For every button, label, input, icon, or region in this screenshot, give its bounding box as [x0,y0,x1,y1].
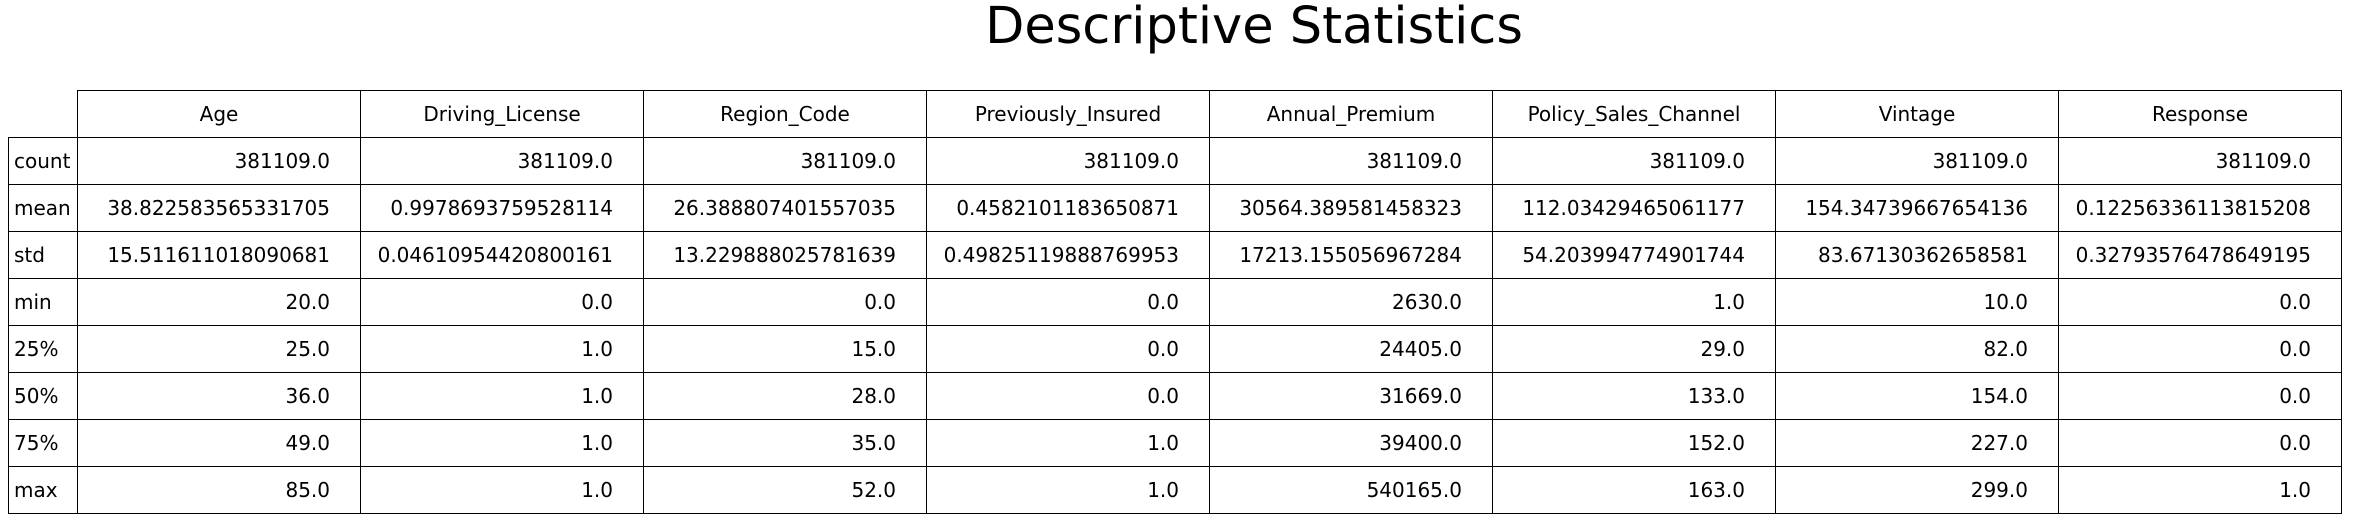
table-cell: 381109.0 [1209,137,1493,185]
table-cell: 381109.0 [1775,137,2059,185]
table-cell: 85.0 [77,466,361,514]
table-cell: 52.0 [643,466,927,514]
table-row: count 381109.0 381109.0 381109.0 381109.0 381… [8,137,2342,185]
table-cell: 38.822583565331705 [77,184,361,232]
table-corner-cell [8,90,78,138]
table-cell: 381109.0 [360,137,644,185]
table-cell: 540165.0 [1209,466,1493,514]
table-cell: 0.0 [360,278,644,326]
column-header: Previously_Insured [926,90,1210,138]
table-cell: 25.0 [77,325,361,373]
table-cell: 24405.0 [1209,325,1493,373]
row-label: count [8,137,78,185]
table-cell: 0.49825119888769953 [926,231,1210,279]
table-cell: 36.0 [77,372,361,420]
table-cell: 1.0 [926,419,1210,467]
table-cell: 1.0 [926,466,1210,514]
table-cell: 83.67130362658581 [1775,231,2059,279]
column-header: Age [77,90,361,138]
table-cell: 0.4582101183650871 [926,184,1210,232]
table-cell: 1.0 [360,325,644,373]
table-body: count 381109.0 381109.0 381109.0 381109.0 381… [8,137,2342,514]
table-cell: 0.0 [2058,372,2342,420]
table-cell: 54.203994774901744 [1492,231,1776,279]
table-cell: 381109.0 [77,137,361,185]
table-cell: 381109.0 [926,137,1210,185]
table-row: mean 38.822583565331705 0.9978693759528114… [8,184,2342,232]
table-cell: 13.229888025781639 [643,231,927,279]
table-cell: 10.0 [1775,278,2059,326]
table-cell: 1.0 [2058,466,2342,514]
table-row: std 15.511611018090681 0.04610954420800161… [8,231,2342,279]
row-label: 25% [8,325,78,373]
table-cell: 1.0 [360,419,644,467]
column-header: Policy_Sales_Channel [1492,90,1776,138]
table-cell: 0.0 [2058,278,2342,326]
table-cell: 2630.0 [1209,278,1493,326]
table-cell: 227.0 [1775,419,2059,467]
table-cell: 0.0 [926,278,1210,326]
table-cell: 1.0 [1492,278,1776,326]
column-header: Region_Code [643,90,927,138]
table-cell: 29.0 [1492,325,1776,373]
row-label: std [8,231,78,279]
table-row: 50% 36.0 1.0 28.0 0.0 31669.0 133.0 154.0 0.0 [8,372,2342,420]
statistics-table: Age Driving_License Region_Code Previously_… [8,90,2342,514]
table-row: 75% 49.0 1.0 35.0 1.0 39400.0 152.0 227.0 0.0 [8,419,2342,467]
table-cell: 17213.155056967284 [1209,231,1493,279]
table-cell: 154.0 [1775,372,2059,420]
table-row: 25% 25.0 1.0 15.0 0.0 24405.0 29.0 82.0 0.0 [8,325,2342,373]
table-cell: 82.0 [1775,325,2059,373]
table-cell: 15.511611018090681 [77,231,361,279]
row-label: 50% [8,372,78,420]
table-cell: 0.0 [643,278,927,326]
table-cell: 0.9978693759528114 [360,184,644,232]
row-label: mean [8,184,78,232]
table-cell: 39400.0 [1209,419,1493,467]
table-cell: 49.0 [77,419,361,467]
table-row: max 85.0 1.0 52.0 1.0 540165.0 163.0 299.0 1.0 [8,466,2342,514]
table-cell: 20.0 [77,278,361,326]
table-cell: 163.0 [1492,466,1776,514]
row-label: max [8,466,78,514]
table-cell: 133.0 [1492,372,1776,420]
table-cell: 28.0 [643,372,927,420]
table-cell: 381109.0 [2058,137,2342,185]
table-cell: 26.388807401557035 [643,184,927,232]
table-cell: 0.0 [2058,325,2342,373]
table-cell: 112.03429465061177 [1492,184,1776,232]
table-cell: 1.0 [360,466,644,514]
table-cell: 31669.0 [1209,372,1493,420]
table-cell: 0.32793576478649195 [2058,231,2342,279]
table-cell: 0.04610954420800161 [360,231,644,279]
table-cell: 0.12256336113815208 [2058,184,2342,232]
table-cell: 15.0 [643,325,927,373]
table-row: min 20.0 0.0 0.0 0.0 2630.0 1.0 10.0 0.0 [8,278,2342,326]
column-header: Driving_License [360,90,644,138]
table-cell: 1.0 [360,372,644,420]
chart-title: Descriptive Statistics [985,0,1523,56]
table-cell: 30564.389581458323 [1209,184,1493,232]
table-cell: 0.0 [926,325,1210,373]
table-cell: 35.0 [643,419,927,467]
table-cell: 0.0 [2058,419,2342,467]
table-cell: 299.0 [1775,466,2059,514]
table-cell: 154.34739667654136 [1775,184,2059,232]
table-cell: 152.0 [1492,419,1776,467]
row-label: 75% [8,419,78,467]
row-label: min [8,278,78,326]
column-header: Annual_Premium [1209,90,1493,138]
table-cell: 0.0 [926,372,1210,420]
table-header-row: Age Driving_License Region_Code Previously_… [8,90,2342,138]
column-header: Response [2058,90,2342,138]
table-cell: 381109.0 [643,137,927,185]
column-header: Vintage [1775,90,2059,138]
table-cell: 381109.0 [1492,137,1776,185]
